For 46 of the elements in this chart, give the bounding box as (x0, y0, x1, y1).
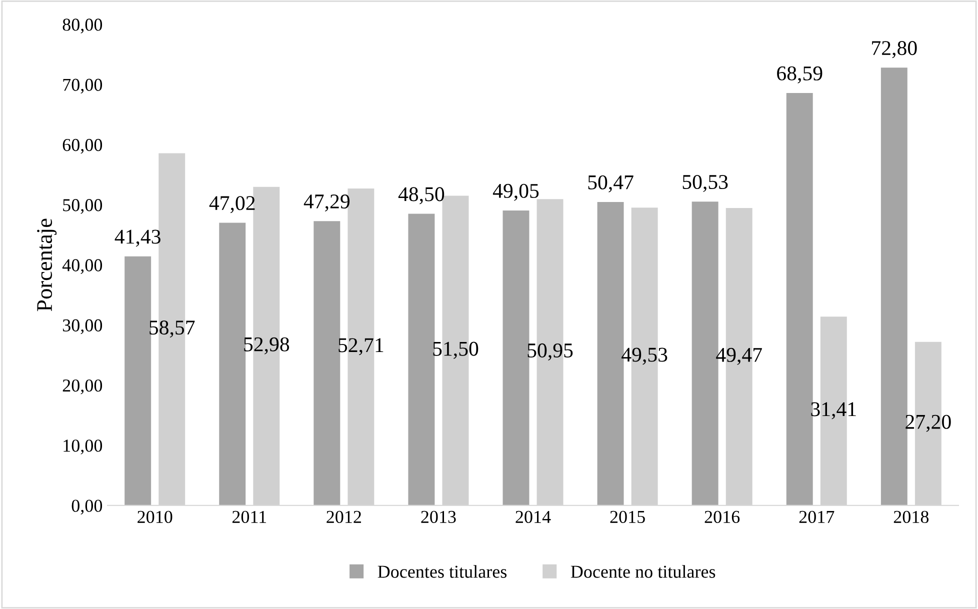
bar (786, 92, 813, 506)
data-label: 50,95 (528, 343, 573, 360)
y-tick-label: 20,00 (62, 379, 102, 394)
y-tick-label: 0,00 (72, 500, 102, 515)
legend-label: Docentes titulares (378, 565, 507, 578)
bar (880, 68, 908, 506)
x-tick-label: 2010 (138, 510, 172, 524)
data-label: 68,59 (777, 66, 822, 84)
y-tick-label: 80,00 (62, 18, 102, 34)
y-tick-label: 30,00 (62, 319, 102, 334)
bar (502, 210, 530, 506)
legend-label: Docente no titulares (570, 565, 716, 578)
y-axis-title: Porcentaje (37, 218, 57, 312)
x-tick-label: 2013 (421, 510, 456, 524)
x-tick-label: 2015 (610, 510, 645, 524)
data-label: 48,50 (398, 187, 444, 204)
data-label: 52,71 (338, 338, 384, 356)
bar (314, 221, 340, 506)
x-tick-label: 2011 (232, 510, 266, 524)
data-label: 49,05 (492, 184, 539, 201)
y-tick-label: 60,00 (62, 138, 102, 154)
data-label: 50,47 (588, 175, 634, 192)
bar (124, 256, 152, 506)
data-label: 49,47 (716, 348, 762, 365)
x-tick-label: 2012 (326, 510, 361, 524)
bar (408, 214, 435, 506)
data-label: 47,29 (304, 194, 350, 212)
data-label: 27,20 (906, 414, 951, 432)
data-label: 50,53 (682, 174, 728, 192)
data-label: 51,50 (433, 342, 478, 359)
data-label: 47,02 (209, 196, 255, 214)
x-tick-label: 2014 (516, 510, 551, 524)
data-label: 49,53 (622, 348, 668, 365)
y-tick-label: 40,00 (62, 259, 102, 274)
x-tick-label: 2016 (704, 510, 740, 524)
x-tick-label: 2018 (894, 510, 929, 524)
data-label: 31,41 (811, 402, 856, 420)
y-tick-label: 50,00 (63, 199, 102, 214)
bar (219, 222, 246, 506)
y-tick-label: 10,00 (64, 440, 102, 454)
data-label: 52,98 (244, 337, 290, 354)
x-tick-label: 2017 (799, 510, 834, 524)
data-label: 58,57 (150, 320, 195, 338)
y-tick-label: 70,00 (63, 78, 102, 94)
data-label: 72,80 (872, 41, 917, 58)
data-label: 41,43 (114, 230, 160, 247)
